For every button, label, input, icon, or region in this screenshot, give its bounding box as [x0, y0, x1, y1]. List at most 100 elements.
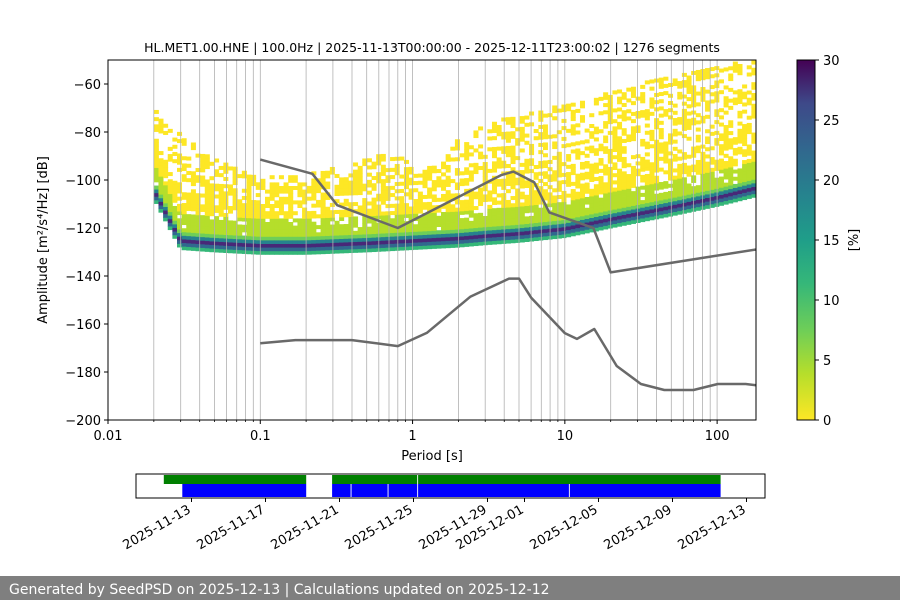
density-cell: [626, 184, 632, 189]
density-cell: [348, 213, 354, 218]
density-cell: [353, 202, 359, 207]
density-cell: [718, 162, 724, 167]
density-cell: [269, 207, 275, 212]
density-cell: [686, 165, 692, 170]
density-cell: [575, 202, 581, 207]
density-cell: [214, 237, 220, 242]
density-cell: [265, 214, 271, 219]
density-cell: [533, 211, 539, 216]
density-cell: [473, 191, 479, 196]
density-cell: [278, 175, 284, 180]
density-cell: [718, 158, 724, 163]
density-cell: [158, 194, 164, 199]
density-cell: [589, 214, 595, 218]
density-cell: [529, 230, 535, 235]
y-axis-label: Amplitude [m²/s⁴/Hz] [dB]: [36, 156, 51, 324]
density-cell: [431, 205, 437, 210]
density-cell: [218, 248, 224, 253]
density-cell: [232, 238, 238, 243]
density-cell: [366, 165, 372, 170]
density-cell: [746, 173, 752, 178]
density-cell: [612, 155, 618, 160]
density-cell: [598, 186, 604, 191]
density-cell: [533, 226, 539, 231]
date-tick-label: 2025-11-21: [269, 502, 342, 553]
density-cell: [394, 156, 400, 161]
density-cell: [459, 225, 465, 230]
density-cell: [593, 148, 599, 153]
density-cell: [728, 195, 734, 200]
density-cell: [153, 117, 159, 122]
density-cell: [630, 191, 636, 196]
density-cell: [617, 211, 623, 216]
density-cell: [728, 120, 734, 125]
density-cell: [579, 212, 586, 217]
density-cell: [227, 188, 233, 193]
density-cell: [172, 227, 178, 232]
density-cell: [644, 141, 650, 146]
density-cell: [232, 220, 238, 225]
density-cell: [677, 149, 683, 154]
density-cell: [348, 220, 354, 225]
density-cell: [422, 220, 428, 225]
density-cell: [436, 244, 442, 249]
density-cell: [390, 247, 396, 252]
density-cell: [732, 162, 738, 167]
density-cell: [649, 180, 655, 185]
density-cell: [705, 172, 711, 177]
density-cell: [617, 183, 623, 188]
density-cell: [496, 146, 502, 151]
density-cell: [649, 201, 655, 206]
density-cell: [153, 178, 159, 183]
density-cell: [339, 184, 345, 189]
density-cell: [617, 172, 623, 177]
density-cell: [686, 190, 692, 195]
density-cell: [390, 243, 396, 248]
density-cell: [667, 165, 674, 170]
density-cell: [751, 182, 757, 187]
density-cell: [158, 129, 164, 134]
density-cell: [329, 224, 335, 229]
density-cell: [422, 180, 428, 185]
density-cell: [468, 177, 474, 182]
density-cell: [158, 118, 164, 123]
density-cell: [510, 167, 516, 172]
density-cell: [274, 236, 280, 241]
density-cell: [417, 198, 423, 203]
density-cell: [640, 210, 646, 215]
density-cell: [728, 185, 734, 190]
density-cell: [385, 211, 391, 216]
density-cell: [454, 222, 460, 227]
density-cell: [195, 222, 201, 227]
density-cell: [320, 232, 326, 237]
density-cell: [718, 144, 724, 149]
density-cell: [681, 155, 687, 160]
density-cell: [742, 124, 748, 129]
density-cell: [186, 242, 192, 247]
density-cell: [723, 193, 729, 198]
density-cell: [644, 181, 650, 186]
density-cell: [158, 151, 164, 156]
density-cell: [728, 177, 734, 182]
density-cell: [705, 176, 711, 181]
density-cell: [260, 250, 266, 255]
density-cell: [288, 186, 294, 190]
density-cell: [390, 236, 396, 241]
density-cell: [677, 84, 683, 89]
density-cell: [459, 153, 465, 158]
density-cell: [172, 209, 178, 214]
density-cell: [288, 240, 294, 244]
density-cell: [635, 125, 641, 130]
density-cell: [436, 176, 442, 181]
density-cell: [172, 213, 178, 218]
density-cell: [589, 210, 595, 215]
density-cell: [705, 204, 711, 209]
density-cell: [663, 83, 669, 88]
density-cell: [255, 214, 261, 219]
density-cell: [200, 240, 206, 245]
density-cell: [649, 169, 655, 174]
density-cell: [172, 198, 178, 203]
density-cell: [742, 181, 748, 186]
density-cell: [265, 236, 271, 241]
density-cell: [371, 186, 377, 191]
